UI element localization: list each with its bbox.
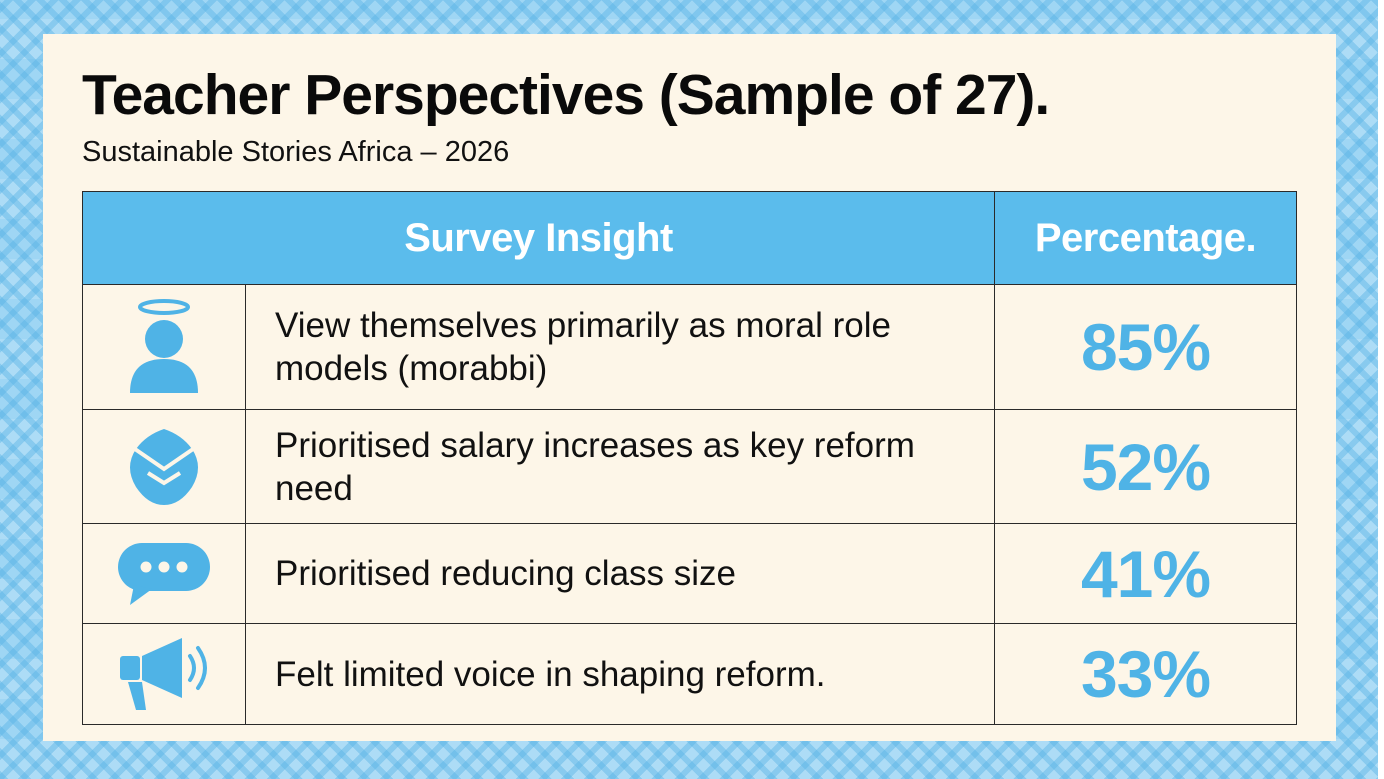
megaphone-icon — [120, 638, 207, 710]
envelope-chevron-icon — [130, 428, 198, 505]
column-header-insight: Survey Insight — [82, 191, 995, 285]
insight-text: View themselves primarily as moral role … — [245, 284, 995, 410]
table-row: Prioritised salary increases as key refo… — [82, 409, 1297, 524]
icon-cell — [82, 284, 246, 410]
insight-text: Felt limited voice in shaping reform. — [245, 623, 995, 725]
table-row: View themselves primarily as moral role … — [82, 284, 1297, 410]
icon-cell — [82, 409, 246, 524]
icon-cell — [82, 523, 246, 624]
survey-table: Survey Insight Percentage. View themselv… — [82, 191, 1297, 725]
icon-cell — [82, 623, 246, 725]
percentage-value: 52% — [994, 409, 1297, 524]
person-halo-icon — [130, 299, 198, 393]
content-card: Teacher Perspectives (Sample of 27). Sus… — [43, 34, 1336, 741]
table-row: Prioritised reducing class size 41% — [82, 523, 1297, 624]
speech-bubble-icon — [118, 542, 210, 605]
percentage-value: 33% — [994, 623, 1297, 725]
percentage-value: 41% — [994, 523, 1297, 624]
insight-text: Prioritised reducing class size — [245, 523, 995, 624]
column-header-percentage: Percentage. — [994, 191, 1297, 285]
table-row: Felt limited voice in shaping reform. 33… — [82, 623, 1297, 725]
page-title: Teacher Perspectives (Sample of 27). — [82, 63, 1050, 127]
table-header-row: Survey Insight Percentage. — [82, 191, 1297, 285]
page-subtitle: Sustainable Stories Africa – 2026 — [82, 136, 510, 168]
edge-strip — [1378, 0, 1384, 779]
percentage-value: 85% — [994, 284, 1297, 410]
insight-text: Prioritised salary increases as key refo… — [245, 409, 995, 524]
